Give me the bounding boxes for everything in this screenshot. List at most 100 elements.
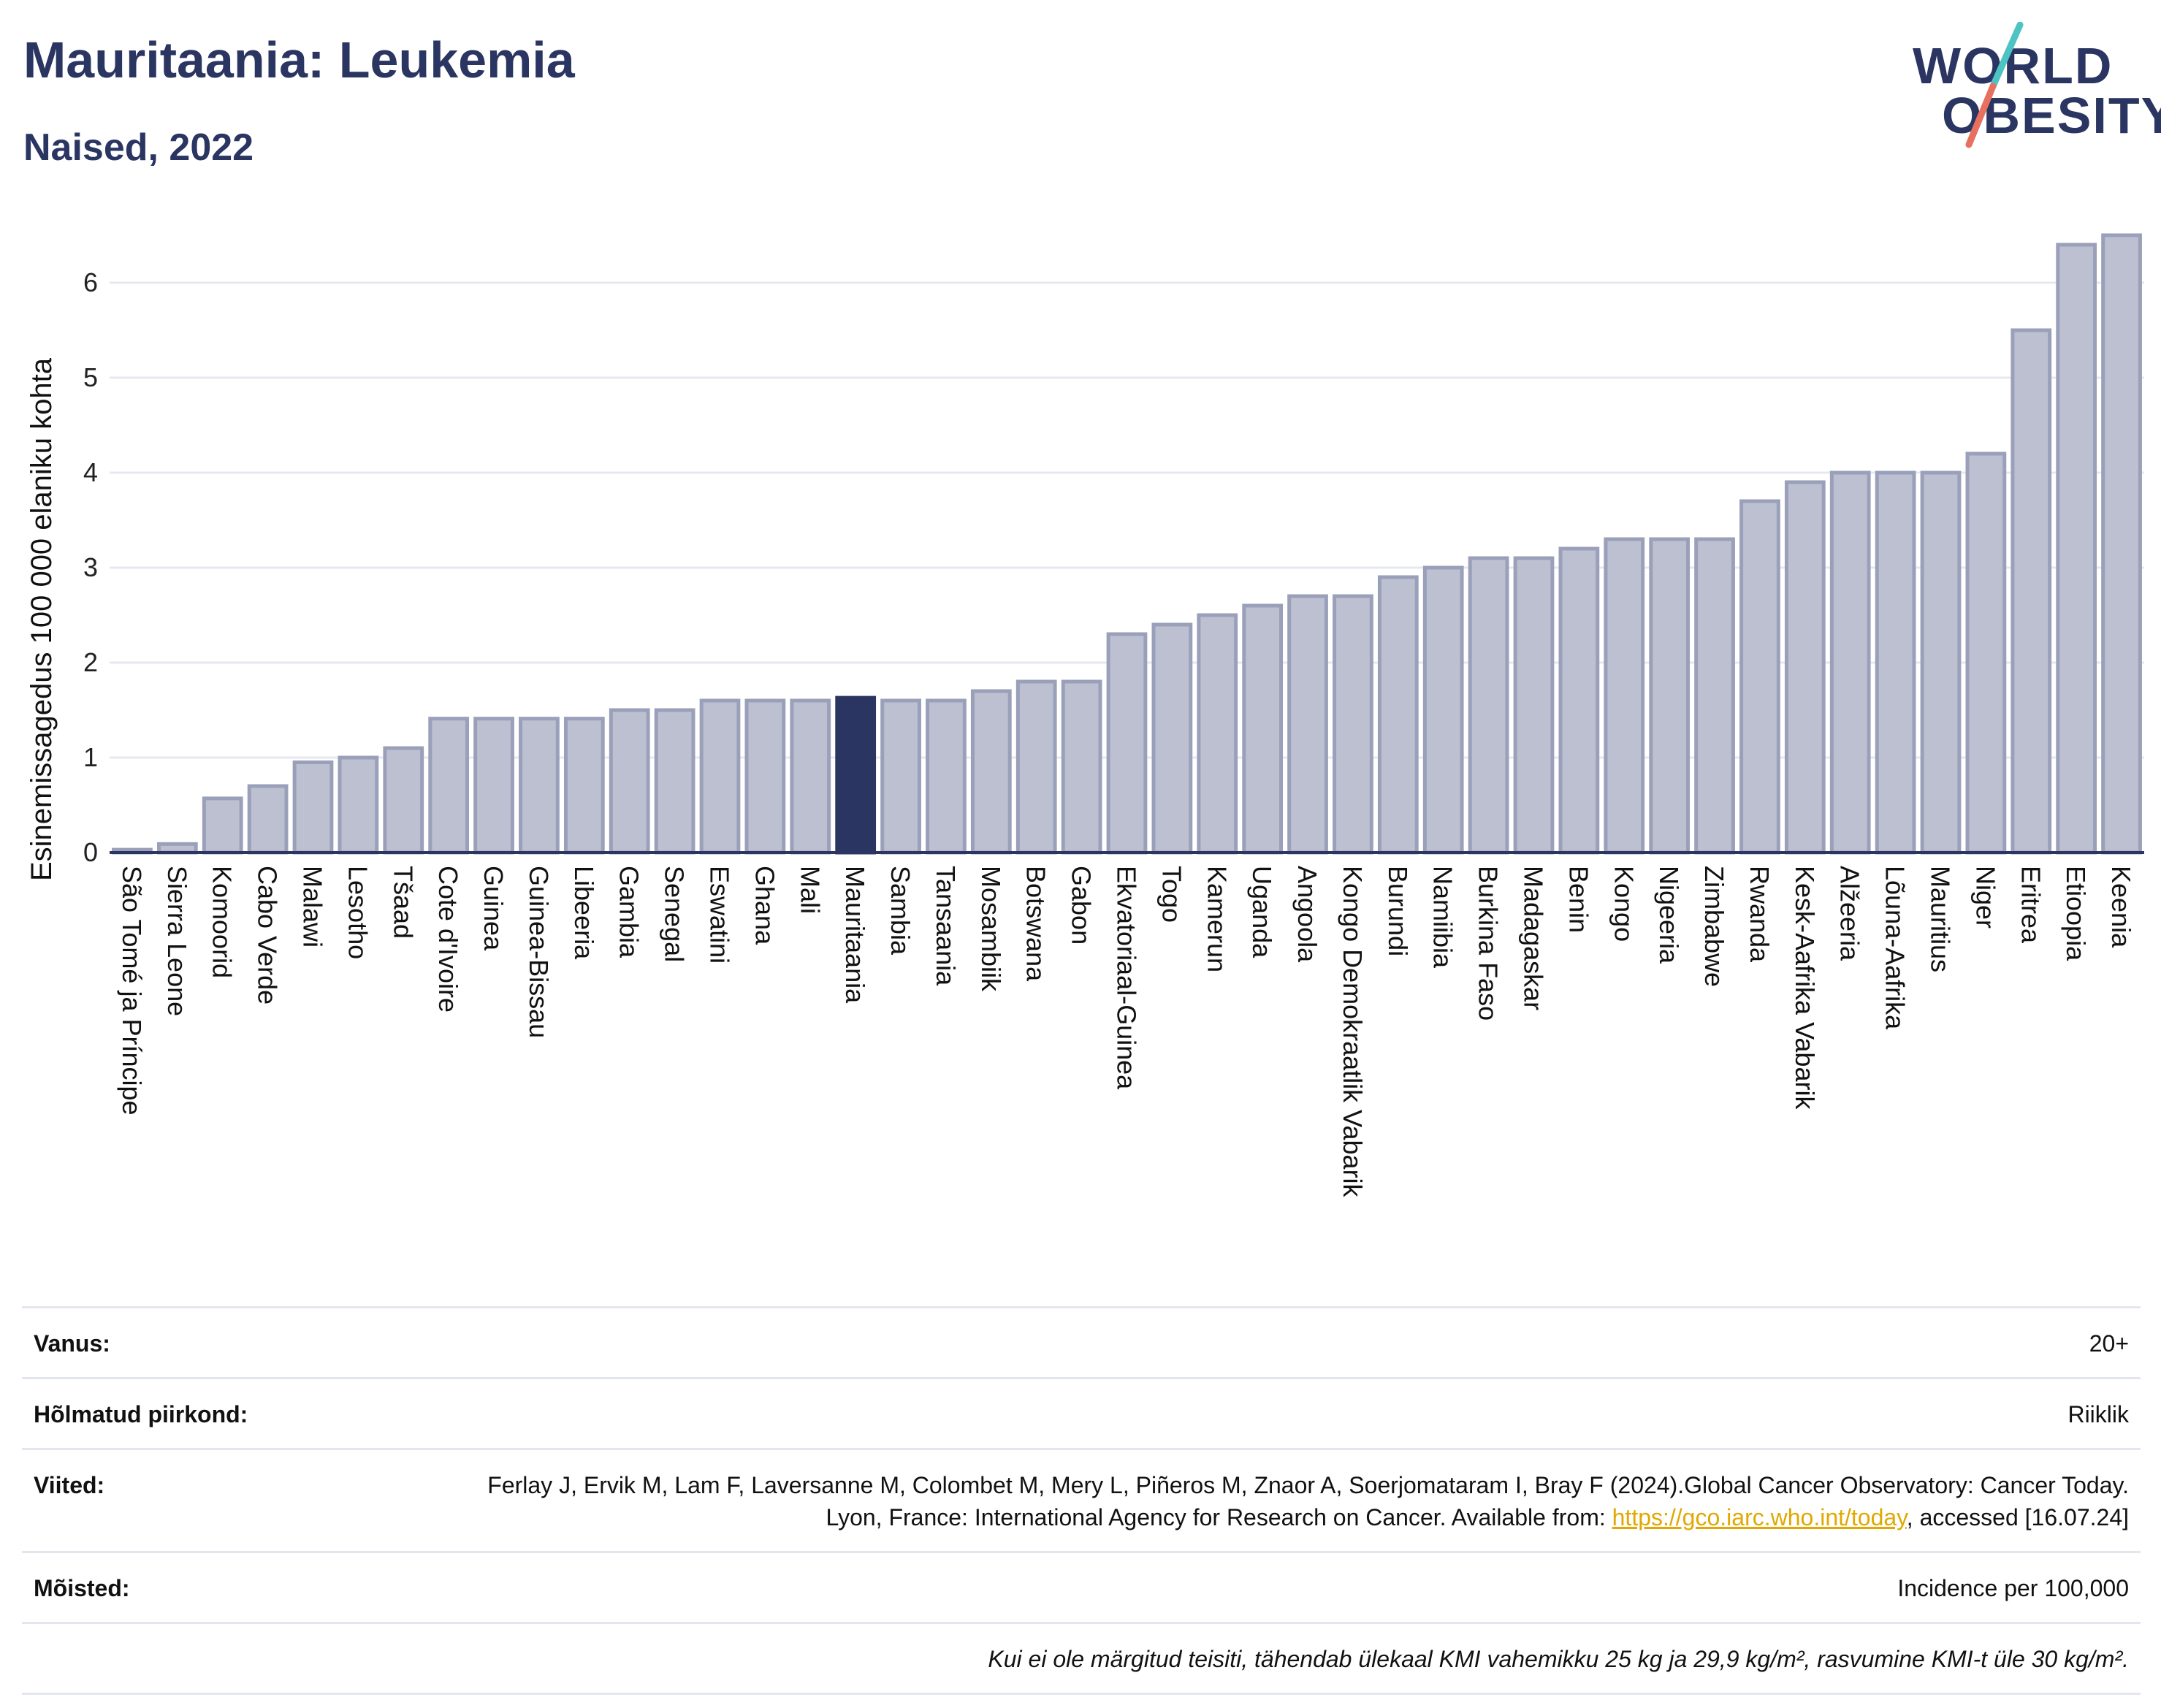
x-tick-label: Gabon — [1067, 866, 1097, 945]
info-row-region: Hõlmatud piirkond: Riiklik — [22, 1377, 2141, 1448]
x-tick-label: Kongo Demokraatlik Vabarik — [1338, 866, 1368, 1198]
x-tick-label: Mauritaania — [840, 866, 870, 1004]
bars — [110, 233, 2144, 855]
y-tick-label: 6 — [83, 267, 98, 297]
x-tick-label: Sierra Leone — [162, 866, 192, 1016]
y-tick-label: 5 — [83, 362, 98, 392]
bar — [2056, 243, 2097, 855]
x-tick-label: Uganda — [1247, 866, 1277, 958]
x-tick-label: Zimbabwe — [1699, 866, 1729, 987]
bar — [563, 717, 605, 855]
bar — [1333, 594, 1373, 855]
info-value: 20+ — [2089, 1330, 2129, 1357]
chart-title: Mauritaania: Leukemia — [23, 31, 575, 88]
bar-chart: 0 1 2 3 4 5 6 São Tomé ja Príncipe Sierra Leone… — [26, 233, 2144, 1198]
y-tick-label: 3 — [83, 552, 98, 582]
x-tick-label: Lesotho — [343, 866, 373, 959]
bar — [609, 708, 650, 855]
bar — [654, 708, 695, 855]
bar — [1875, 470, 1916, 855]
bar — [1377, 575, 1419, 855]
info-value: Riiklik — [2067, 1401, 2129, 1427]
bar — [1965, 451, 2007, 855]
bar — [2011, 328, 2052, 855]
y-tick-label: 4 — [83, 457, 98, 487]
bar — [880, 698, 921, 855]
x-tick-label: Rwanda — [1745, 866, 1775, 963]
x-tick-label: Togo — [1156, 866, 1186, 923]
x-tick-label: Guinea-Bissau — [524, 866, 554, 1038]
bar — [1422, 565, 1464, 855]
bar — [292, 760, 334, 855]
bar — [970, 689, 1012, 855]
x-tick-label: Etioopia — [2061, 866, 2091, 961]
x-tick-label: Keenia — [2106, 866, 2136, 948]
x-tick-label: Burkina Faso — [1474, 866, 1503, 1021]
x-tick-label: Sambia — [885, 866, 915, 956]
x-tick-label: Lõuna-Aafrika — [1880, 866, 1910, 1030]
bar — [247, 784, 289, 855]
bar — [2101, 233, 2142, 855]
bar — [202, 796, 243, 855]
y-axis-ticks: 0 1 2 3 4 5 6 — [83, 267, 98, 867]
x-tick-label: Burundi — [1383, 866, 1413, 956]
bar — [1920, 470, 1962, 855]
bar — [1513, 556, 1555, 855]
bar — [383, 746, 424, 855]
bar — [1106, 632, 1148, 855]
x-tick-label: Kamerun — [1202, 866, 1232, 972]
info-row-references: Viited: Ferlay J, Ervik M, Lam F, Lavers… — [22, 1448, 2141, 1551]
reference-accessed: , accessed [16.07.24] — [1906, 1504, 2129, 1530]
info-table: Vanus: 20+ Hõlmatud piirkond: Riiklik Vi… — [22, 1306, 2141, 1695]
y-tick-label: 1 — [83, 742, 98, 772]
x-tick-label: Cabo Verde — [253, 866, 283, 1004]
bar — [1649, 537, 1691, 855]
bar — [1468, 556, 1509, 855]
x-tick-label: Mali — [795, 866, 825, 914]
x-tick-label: São Tomé ja Príncipe — [117, 866, 147, 1116]
bar-highlighted — [835, 695, 877, 855]
bar — [1784, 480, 1826, 855]
x-tick-label: Nigeeria — [1654, 866, 1684, 964]
x-tick-label: Mauritius — [1926, 866, 1956, 972]
info-value: Ferlay J, Ervik M, Lam F, Laversanne M, … — [449, 1469, 2129, 1533]
bar — [473, 717, 514, 855]
bar — [1151, 622, 1193, 855]
bar — [1061, 679, 1102, 855]
reference-text: Ferlay J, Ervik M, Lam F, Laversanne M, … — [487, 1472, 2129, 1530]
x-tick-label: Kongo — [1609, 866, 1639, 942]
bar — [1604, 537, 1645, 855]
x-tick-label: Madagaskar — [1519, 866, 1549, 1010]
x-tick-label: Tšaad — [388, 866, 418, 939]
x-tick-label: Guinea — [479, 866, 508, 951]
bar — [519, 717, 560, 855]
info-label: Hõlmatud piirkond: — [34, 1401, 248, 1427]
x-tick-label: Malawi — [298, 866, 328, 948]
info-row-note: Kui ei ole märgitud teisiti, tähendab ül… — [22, 1622, 2141, 1695]
y-tick-label: 0 — [83, 837, 98, 867]
info-label: Mõisted: — [34, 1575, 130, 1601]
x-tick-label: Ghana — [750, 866, 780, 945]
y-tick-label: 2 — [83, 647, 98, 677]
reference-link[interactable]: https://gco.iarc.who.int/today — [1612, 1504, 1907, 1530]
bar — [699, 698, 741, 855]
x-tick-label: Mosambiik — [976, 866, 1006, 992]
x-tick-label: Komoorid — [207, 866, 237, 978]
x-tick-label: Kesk-Aafrika Vabarik — [1790, 866, 1820, 1110]
x-tick-label: Libeeria — [569, 866, 599, 960]
x-tick-label: Eswatini — [705, 866, 735, 964]
x-tick-label: Cote d'Ivoire — [433, 866, 463, 1013]
bar — [1558, 546, 1600, 855]
bar — [1242, 603, 1284, 855]
world-obesity-logo: WORLD OBESITY — [1899, 22, 2161, 161]
x-tick-label: Eritrea — [2016, 866, 2046, 944]
chart-subtitle: Naised, 2022 — [23, 126, 254, 169]
x-axis-ticks: São Tomé ja Príncipe Sierra Leone Komoorid… — [117, 866, 2136, 1198]
bar — [1694, 537, 1735, 855]
bar — [428, 717, 470, 855]
x-tick-label: Ekvatoriaal-Guinea — [1112, 866, 1142, 1090]
footnote: Kui ei ole märgitud teisiti, tähendab ül… — [988, 1646, 2129, 1672]
y-axis-label: Esinemissagedus 100 000 elaniku kohta — [26, 357, 58, 881]
x-tick-label: Benin — [1563, 866, 1593, 933]
x-tick-label: Angoola — [1292, 866, 1322, 963]
